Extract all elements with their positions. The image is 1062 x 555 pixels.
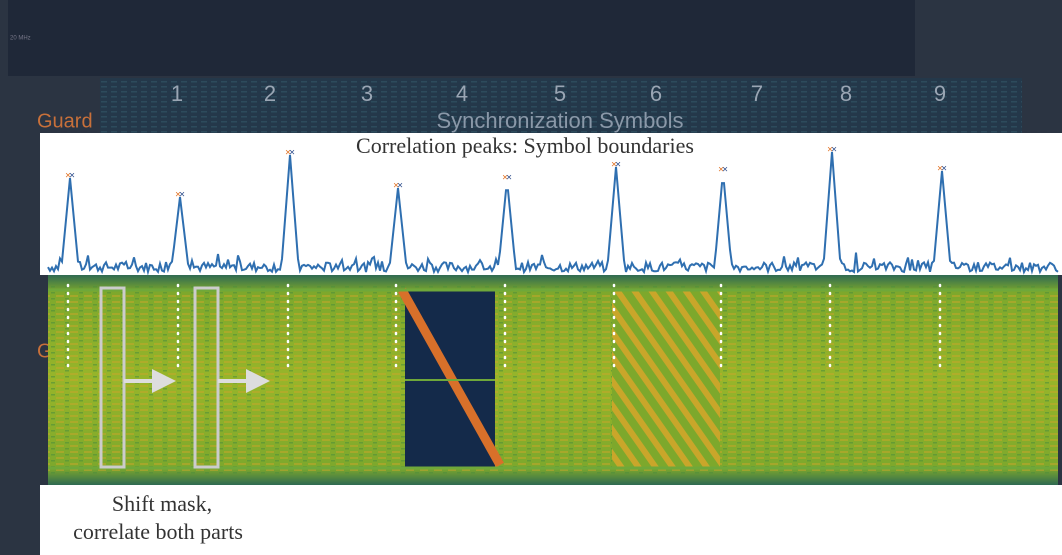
guard-label: Guard bbox=[37, 110, 93, 132]
peak-marker: × bbox=[289, 148, 295, 159]
spectrogram-texture bbox=[48, 285, 1058, 475]
symbol-number: 3 bbox=[361, 81, 373, 106]
symbol-number: 7 bbox=[751, 81, 763, 106]
sync-label: Synchronization Symbols bbox=[436, 108, 683, 133]
top-label: 20 MHz bbox=[10, 36, 31, 42]
peak-marker: × bbox=[722, 165, 728, 176]
peak-marker: × bbox=[615, 160, 621, 171]
peak-marker: × bbox=[831, 145, 837, 156]
peak-marker: × bbox=[941, 164, 947, 175]
symbol-number: 8 bbox=[840, 81, 852, 106]
top-panel bbox=[8, 0, 915, 76]
figure: 20 MHz Guard Synchronization Symbols 1 2 3… bbox=[0, 0, 1062, 555]
symbol-number: 9 bbox=[934, 81, 946, 106]
symbol-number: 5 bbox=[554, 81, 566, 106]
symbol-number: 1 bbox=[171, 81, 183, 106]
symbol-number: 4 bbox=[456, 81, 468, 106]
peak-marker: × bbox=[179, 190, 185, 201]
diagonal-region bbox=[612, 290, 720, 468]
page: 20 MHz Guard Synchronization Symbols 1 2 3… bbox=[0, 0, 1062, 555]
peak-marker: × bbox=[506, 173, 512, 184]
symbol-number: 2 bbox=[264, 81, 276, 106]
symbol-number: 6 bbox=[650, 81, 662, 106]
mask-caption: Shift mask, bbox=[112, 491, 212, 516]
peaks-caption: Correlation peaks: Symbol boundaries bbox=[356, 133, 694, 158]
mask-caption: correlate both parts bbox=[73, 519, 243, 544]
peak-marker: × bbox=[397, 181, 403, 192]
peak-marker: × bbox=[69, 171, 75, 182]
